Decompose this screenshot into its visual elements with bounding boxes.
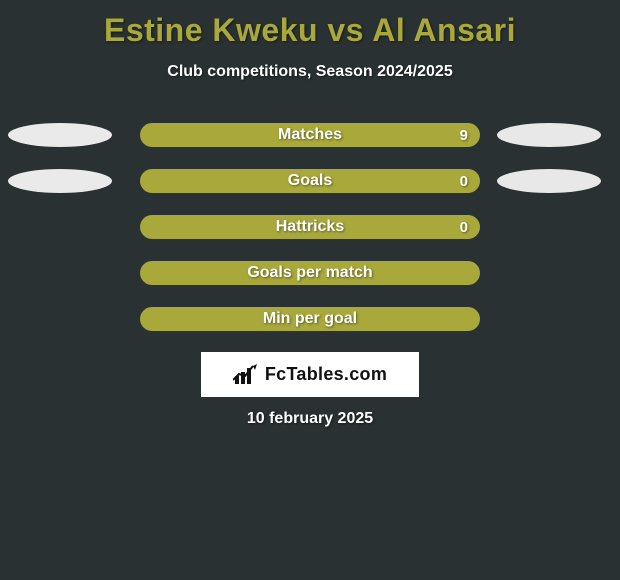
stat-bar: Min per goal [140, 307, 480, 331]
page-title: Estine Kweku vs Al Ansari [0, 0, 620, 49]
stat-bar: Matches 9 [140, 123, 480, 147]
stat-bar: Goals 0 [140, 169, 480, 193]
stat-rows: Matches 9 Goals 0 Hattricks 0 Goals per match M… [0, 122, 620, 352]
ellipse-left [8, 123, 112, 147]
brand-box: FcTables.com [201, 352, 419, 397]
stat-row: Matches 9 [0, 122, 620, 148]
stat-bar: Goals per match [140, 261, 480, 285]
stat-row: Goals per match [0, 260, 620, 286]
stat-row: Min per goal [0, 306, 620, 332]
date-label: 10 february 2025 [0, 410, 620, 428]
ellipse-left [8, 169, 112, 193]
stat-bar-label: Hattricks [276, 218, 344, 236]
stat-row: Hattricks 0 [0, 214, 620, 240]
stat-bar-label: Goals [288, 172, 332, 190]
stat-bar-label: Goals per match [247, 264, 372, 282]
ellipse-right [497, 123, 601, 147]
brand-text: FcTables.com [265, 364, 387, 385]
stat-bar-label: Matches [278, 126, 342, 144]
stat-bar: Hattricks 0 [140, 215, 480, 239]
page-subtitle: Club competitions, Season 2024/2025 [0, 63, 620, 81]
ellipse-right [497, 169, 601, 193]
stat-bar-label: Min per goal [263, 310, 357, 328]
brand-chart-icon [233, 364, 259, 386]
stat-row: Goals 0 [0, 168, 620, 194]
stat-bar-value: 9 [460, 127, 468, 144]
stat-bar-value: 0 [460, 219, 468, 236]
stat-bar-value: 0 [460, 173, 468, 190]
